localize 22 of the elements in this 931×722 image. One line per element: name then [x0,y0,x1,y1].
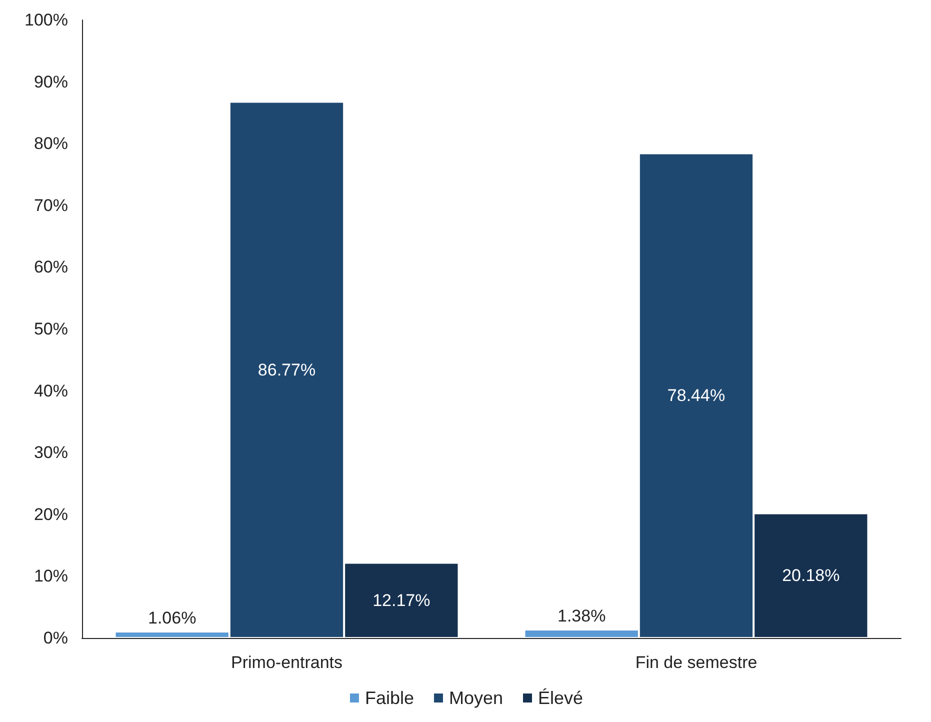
legend-label: Élevé [538,688,584,708]
data-label: 1.06% [148,608,196,628]
y-tick-label: 50% [34,320,68,338]
legend-label: Faible [364,688,414,708]
y-tick-label: 10% [34,566,68,586]
legend-label: Moyen [448,688,504,708]
y-tick-label: 70% [34,196,68,215]
data-label: 20.18% [782,566,840,586]
y-tick-label: 90% [34,72,68,92]
data-label: 86.77% [258,360,316,380]
y-tick-label: 0% [43,628,68,648]
x-tick-label: Primo-entrants [231,653,342,672]
y-tick-label: 40% [34,381,68,400]
y-tick-label: 80% [34,134,68,154]
y-tick-label: 100% [24,10,68,30]
y-tick-label: 30% [34,443,68,462]
data-label: 1.38% [557,606,606,626]
data-label: 78.44% [667,386,726,406]
y-tick-label: 20% [34,504,68,524]
data-label: 12.17% [372,590,430,610]
y-tick-label: 60% [34,258,68,277]
x-tick-label: Fin de semestre [635,653,758,672]
